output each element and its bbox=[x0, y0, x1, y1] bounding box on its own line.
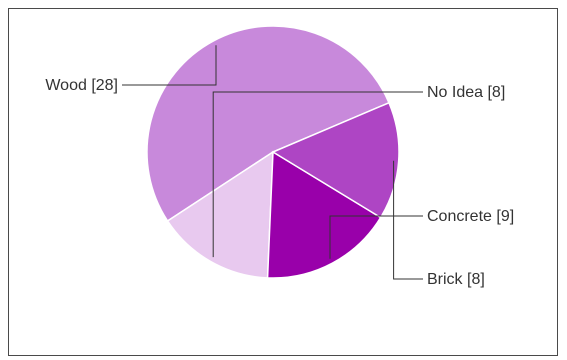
pie-slice bbox=[146, 25, 390, 223]
pie-slices bbox=[146, 25, 400, 279]
pie-slice bbox=[266, 150, 382, 279]
slice-labels: Wood [28] No Idea [8] Concrete [9] Brick [8… bbox=[45, 77, 514, 288]
leader-line bbox=[122, 45, 217, 86]
slice-label: Brick [8] bbox=[427, 271, 485, 288]
leader-line bbox=[329, 215, 423, 259]
leader-lines bbox=[122, 45, 423, 280]
slice-label: Wood [28] bbox=[45, 77, 118, 94]
slice-label: Concrete [9] bbox=[427, 208, 514, 225]
leader-line bbox=[212, 91, 423, 258]
pie-slice bbox=[271, 101, 400, 219]
slice-label: No Idea [8] bbox=[427, 84, 505, 101]
pie-slice bbox=[166, 150, 274, 279]
leader-line bbox=[393, 160, 423, 280]
